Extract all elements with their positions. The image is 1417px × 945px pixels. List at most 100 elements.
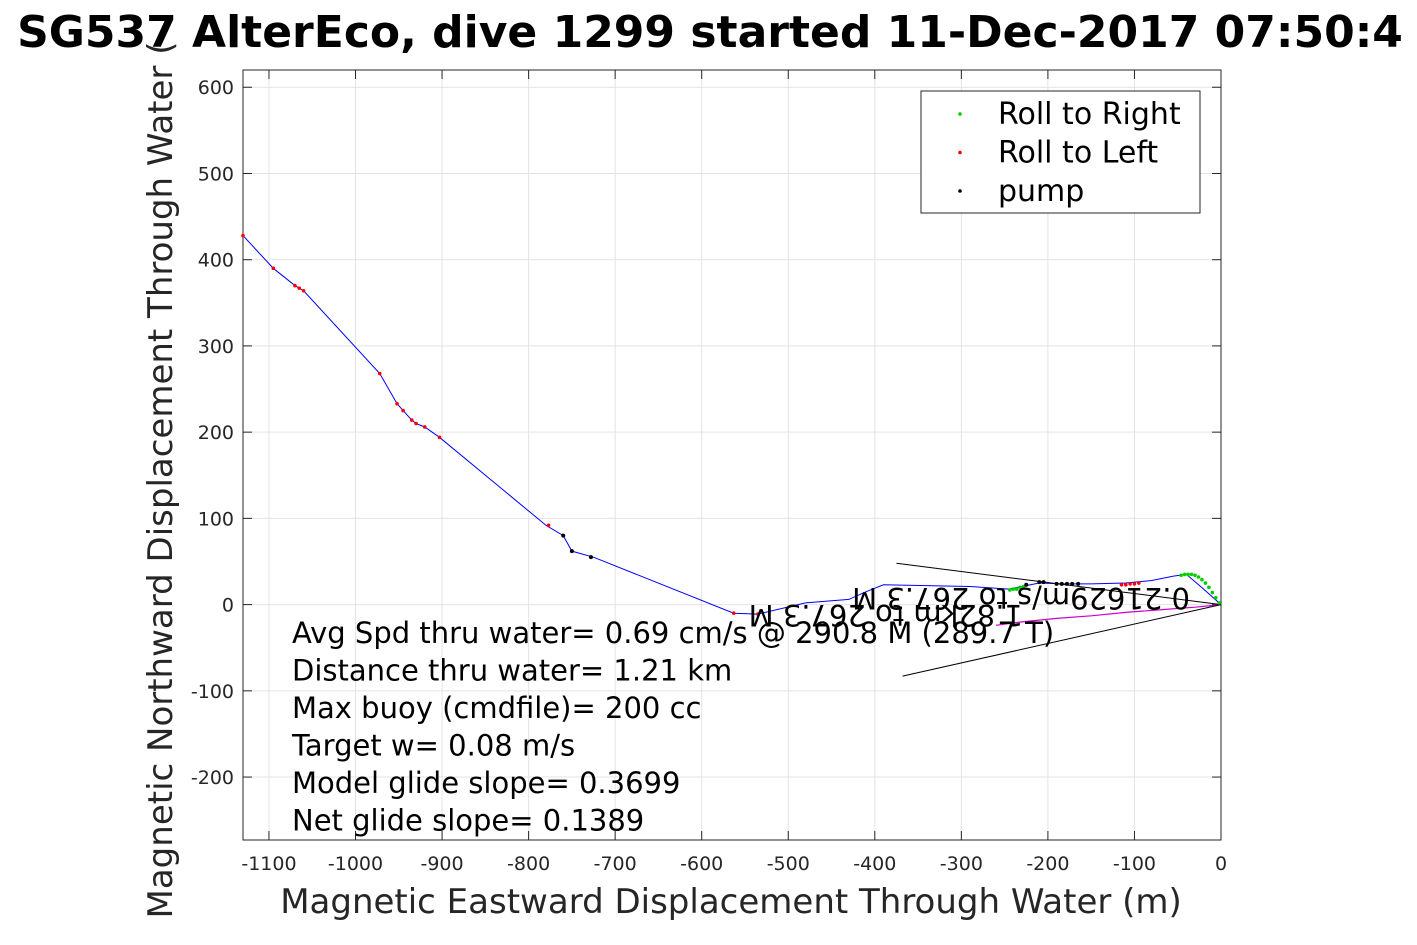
plot-markers bbox=[241, 233, 1222, 616]
x-tick-label: -900 bbox=[420, 853, 463, 875]
annotation-block: Avg Spd thru water= 0.69 cm/s @ 290.8 M … bbox=[291, 616, 1054, 838]
annotation-line: Max buoy (cmdfile)= 200 cc bbox=[292, 691, 701, 725]
roll-right-point bbox=[1014, 587, 1019, 591]
roll-left-point bbox=[395, 401, 399, 406]
pump-point bbox=[1076, 581, 1081, 586]
roll-right-point bbox=[1193, 573, 1197, 578]
legend-label: Roll to Left bbox=[998, 136, 1158, 171]
pump-point bbox=[561, 533, 566, 538]
pump-point bbox=[1070, 581, 1075, 586]
vector-line bbox=[896, 562, 1222, 606]
y-tick-label: 300 bbox=[198, 336, 234, 358]
annotation-line: Avg Spd thru water= 0.69 cm/s @ 290.8 M … bbox=[292, 616, 1054, 650]
legend-marker bbox=[958, 189, 962, 193]
axes-frame bbox=[242, 69, 1222, 841]
pump-point bbox=[569, 549, 574, 554]
roll-left-point bbox=[1123, 582, 1128, 587]
x-tick-label: -600 bbox=[680, 853, 723, 875]
x-tick-label: -500 bbox=[767, 853, 810, 875]
pump-point bbox=[1054, 581, 1059, 586]
roll-left-point bbox=[401, 408, 405, 413]
y-tick-label: 600 bbox=[198, 77, 234, 99]
x-tick-label: -200 bbox=[1026, 853, 1069, 875]
legend-marker bbox=[958, 112, 962, 116]
pump-point bbox=[1041, 580, 1046, 585]
roll-left-point bbox=[422, 425, 427, 429]
x-tick-label: -700 bbox=[594, 853, 637, 875]
pump-point bbox=[1037, 580, 1042, 585]
legend-label: Roll to Right bbox=[998, 97, 1181, 132]
x-tick-label: 0 bbox=[1215, 853, 1227, 875]
legend-box bbox=[920, 90, 1201, 214]
roll-right-point bbox=[1186, 572, 1190, 577]
y-tick-label: 200 bbox=[198, 422, 234, 444]
roll-left-point bbox=[293, 283, 297, 288]
y-axis-label: Magnetic Northward Displacement Through … bbox=[141, 42, 181, 919]
roll-left-point bbox=[731, 611, 736, 616]
y-tick-label: 100 bbox=[198, 508, 234, 530]
pump-point bbox=[588, 555, 593, 560]
roll-left-point bbox=[437, 435, 442, 440]
x-tick-label: -800 bbox=[507, 853, 550, 875]
roll-left-point bbox=[409, 418, 414, 422]
y-tick-label: 400 bbox=[198, 250, 234, 272]
roll-right-point bbox=[1018, 585, 1023, 590]
plot-lines bbox=[242, 235, 1222, 677]
x-tick-label: -300 bbox=[940, 853, 983, 875]
roll-left-point bbox=[1119, 582, 1124, 587]
roll-right-point bbox=[1008, 588, 1012, 592]
rotated-labels: 0.21629m/s to 267.3 M1.82km to 267.3 M bbox=[749, 581, 1190, 632]
x-tick-label: -1100 bbox=[241, 853, 296, 875]
track-line bbox=[242, 235, 1222, 615]
roll-left-point bbox=[414, 421, 418, 426]
roll-left-point bbox=[297, 286, 302, 290]
roll-left-point bbox=[241, 233, 245, 238]
pump-point bbox=[1024, 582, 1029, 587]
current-line bbox=[995, 604, 1222, 626]
roll-right-point bbox=[1217, 601, 1222, 605]
y-tick-label: 500 bbox=[198, 163, 234, 185]
roll-left-point bbox=[756, 612, 760, 616]
legend-marker bbox=[958, 150, 962, 155]
pump-point bbox=[1059, 581, 1064, 586]
annotation-line: Distance thru water= 1.21 km bbox=[292, 654, 732, 688]
roll-left-point bbox=[546, 523, 551, 528]
vector-line bbox=[902, 604, 1222, 677]
roll-left-point bbox=[377, 371, 382, 376]
roll-right-point bbox=[1189, 572, 1194, 577]
roll-right-point bbox=[1200, 577, 1204, 582]
roll-left-point bbox=[1132, 582, 1137, 586]
roll-right-point bbox=[1203, 581, 1208, 585]
roll-left-point bbox=[1136, 581, 1141, 585]
roll-right-point bbox=[1207, 585, 1211, 590]
annotation-line: Net glide slope= 0.1389 bbox=[292, 804, 644, 838]
roll-left-point bbox=[1128, 582, 1132, 586]
roll-right-point bbox=[1214, 595, 1218, 600]
annotation-line: Target w= 0.08 m/s bbox=[291, 729, 575, 763]
roll-right-point bbox=[1210, 590, 1215, 595]
annotation-line: Model glide slope= 0.3699 bbox=[292, 766, 680, 800]
y-tick-label: -100 bbox=[191, 681, 234, 703]
pump-point bbox=[1064, 581, 1069, 586]
roll-left-point bbox=[301, 288, 306, 293]
y-axis-ticks: -200 -100 0 100 200 300 400 500 600 bbox=[191, 77, 1221, 789]
roll-right-point bbox=[1196, 575, 1201, 579]
rotated-label: 0.21629m/s to 267.3 M bbox=[852, 581, 1190, 615]
chart-title: SG537 AlterEco, dive 1299 started 11-Dec… bbox=[17, 7, 1403, 58]
roll-left-point bbox=[271, 266, 276, 271]
x-tick-label: -100 bbox=[1113, 853, 1156, 875]
plot-area-border bbox=[242, 69, 1222, 841]
y-tick-label: -200 bbox=[191, 767, 234, 789]
x-tick-label: -400 bbox=[853, 853, 896, 875]
x-axis-ticks: -1100 -1000 -900 -800 -700 -600 -500 -400 -300 -2… bbox=[241, 70, 1227, 875]
roll-right-point bbox=[1011, 587, 1016, 591]
roll-right-point bbox=[1179, 573, 1183, 578]
x-axis-label: Magnetic Eastward Displacement Through W… bbox=[280, 882, 1182, 922]
y-tick-label: 0 bbox=[222, 595, 234, 617]
roll-right-point bbox=[1182, 572, 1187, 577]
legend-label: pump bbox=[998, 174, 1084, 209]
x-tick-label: -1000 bbox=[328, 853, 383, 875]
rotated-label: 1.82km to 267.3 M bbox=[749, 598, 1023, 632]
